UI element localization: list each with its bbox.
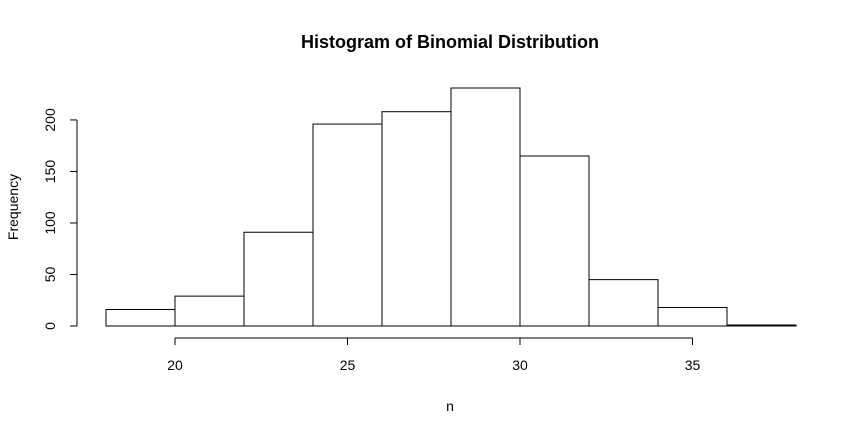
y-tick-label-3: 150 [42, 160, 58, 184]
histogram-bar-1 [174, 295, 245, 327]
x-tick-label-1: 25 [340, 357, 356, 373]
histogram-bar-2 [243, 231, 314, 327]
y-tick-label-1: 50 [42, 266, 58, 282]
y-tick-label-2: 100 [42, 211, 58, 235]
y-tick-label-0: 0 [42, 322, 58, 330]
histogram-bar-8 [657, 306, 728, 327]
x-tick-label-0: 20 [167, 357, 183, 373]
histogram-bar-4 [381, 111, 452, 327]
histogram-bar-7 [588, 279, 659, 327]
histogram-bar-6 [519, 155, 590, 327]
y-tick-label-4: 200 [42, 108, 58, 132]
histogram-bar-5 [450, 87, 521, 327]
x-axis-label: n [446, 398, 454, 414]
histogram-bar-0 [105, 309, 176, 327]
y-axis-label: Frequency [5, 174, 21, 240]
y-axis: 0 50 100 150 200 [42, 108, 78, 330]
x-tick-label-2: 30 [512, 357, 528, 373]
histogram-bar-9 [726, 324, 797, 327]
x-tick-label-3: 35 [685, 357, 701, 373]
chart-title: Histogram of Binomial Distribution [301, 32, 599, 52]
bars-group [105, 87, 797, 327]
histogram-bar-3 [312, 123, 383, 327]
x-axis: 20 25 30 35 [167, 337, 701, 373]
